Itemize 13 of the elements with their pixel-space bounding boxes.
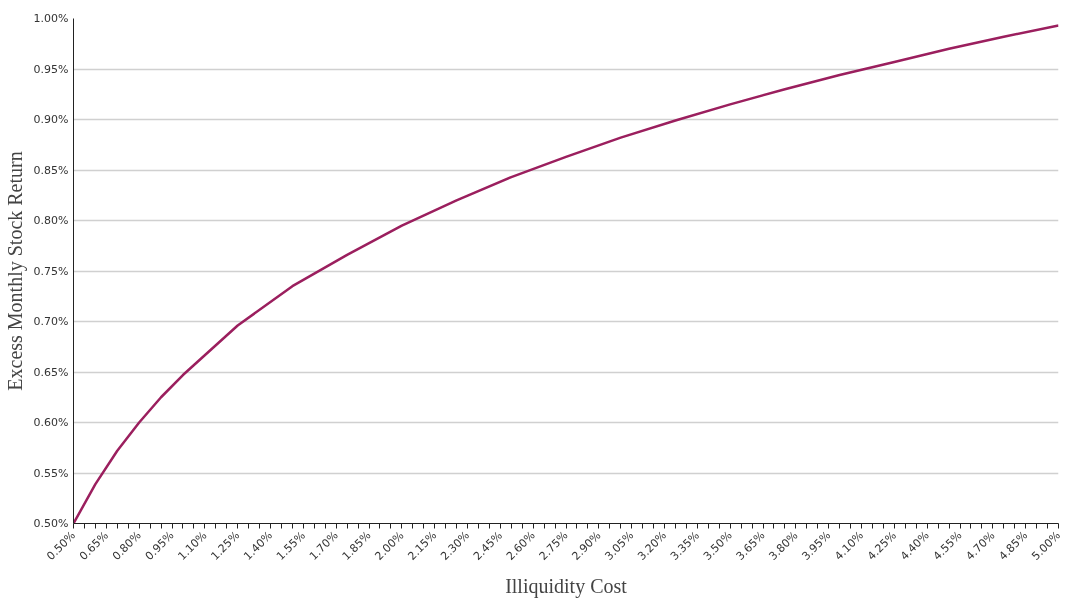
y-tick-label: 0.55%	[33, 466, 69, 480]
y-tick-label: 0.50%	[33, 517, 69, 530]
y-tick-label: 0.90%	[33, 113, 69, 126]
y-tick-label: 0.60%	[33, 416, 69, 429]
y-tick-label: 0.95%	[33, 62, 69, 76]
y-tick-label: 0.70%	[33, 315, 69, 328]
y-tick-label: 0.75%	[33, 264, 69, 278]
y-tick-label: 0.85%	[33, 163, 69, 177]
x-axis-title: Illiquidity Cost	[505, 575, 628, 599]
y-tick-label: 1.00%	[33, 12, 69, 25]
y-tick-label: 0.65%	[33, 365, 69, 379]
y-axis-title: Excess Monthly Stock Return	[3, 151, 27, 391]
y-tick-label: 0.80%	[33, 214, 69, 227]
